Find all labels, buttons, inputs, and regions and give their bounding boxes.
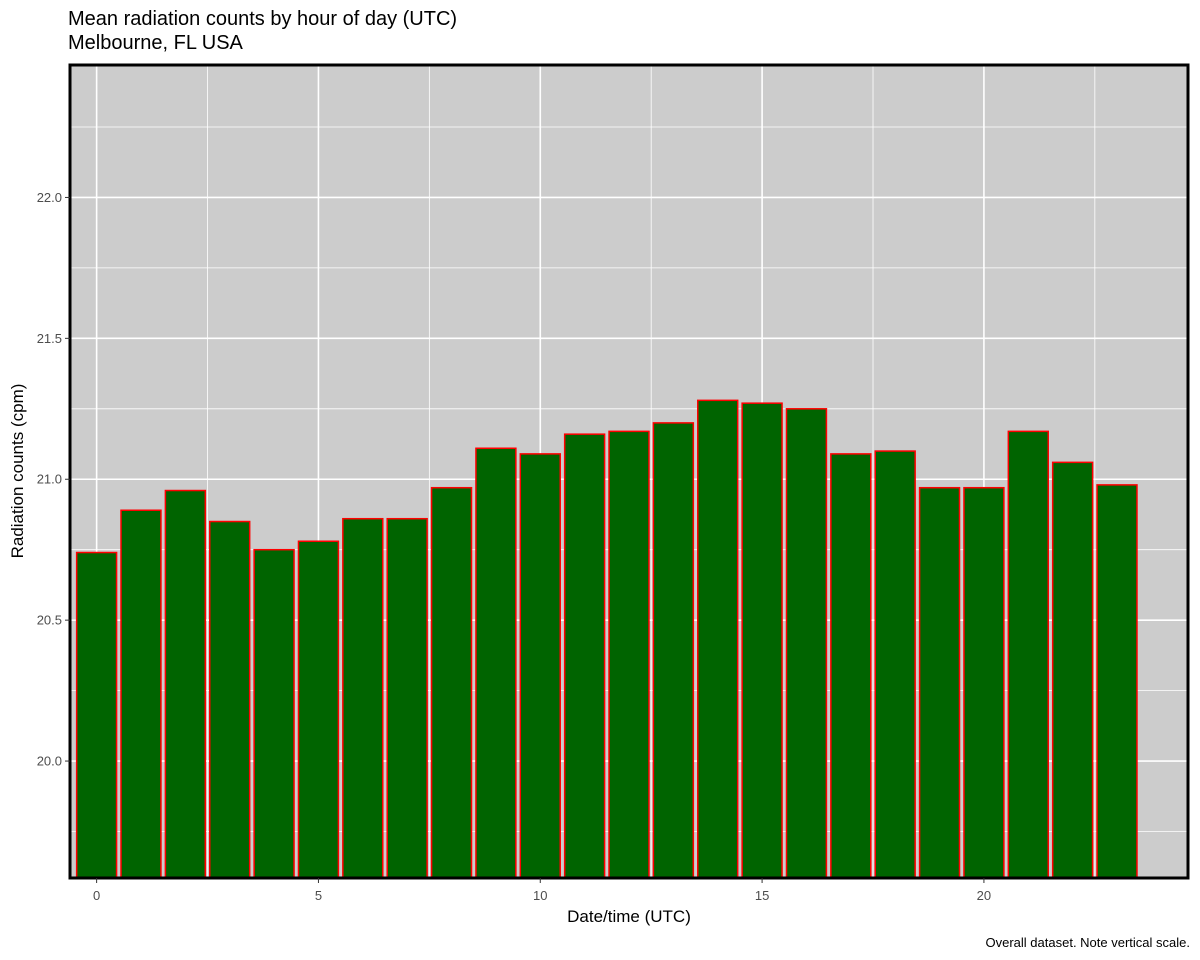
bar-hour-12 xyxy=(608,430,650,879)
bar-hour-3 xyxy=(209,520,251,879)
x-axis-ticks: 0 5 10 15 20 xyxy=(93,878,991,903)
chart-caption: Overall dataset. Note vertical scale. xyxy=(986,935,1190,950)
bar-hour-23 xyxy=(1096,484,1138,879)
bar-hour-21 xyxy=(1007,430,1049,879)
bar-hour-20 xyxy=(963,486,1005,879)
bar-hour-14 xyxy=(697,399,739,879)
bar-hour-13 xyxy=(652,422,695,879)
bar-hour-11 xyxy=(563,433,606,879)
y-axis-ticks: 20.0 20.5 21.0 21.5 22.0 xyxy=(37,190,70,769)
bar-hour-6 xyxy=(342,517,384,879)
bar-hour-22 xyxy=(1051,461,1094,879)
bar-hour-10 xyxy=(519,453,561,879)
y-tick-label: 20.0 xyxy=(37,754,62,769)
bar-hour-5 xyxy=(297,540,340,879)
x-tick-label: 5 xyxy=(315,888,322,903)
y-tick-label: 21.5 xyxy=(37,331,62,346)
x-tick-label: 15 xyxy=(755,888,769,903)
bar-hour-2 xyxy=(164,489,207,879)
x-tick-label: 20 xyxy=(977,888,991,903)
bar-hour-9 xyxy=(475,447,517,879)
bar-hour-4 xyxy=(253,548,295,879)
x-tick-label: 10 xyxy=(533,888,547,903)
x-tick-label: 0 xyxy=(93,888,100,903)
y-axis-title: Radiation counts (cpm) xyxy=(8,384,27,559)
bar-hour-18 xyxy=(874,450,916,879)
chart-subtitle: Melbourne, FL USA xyxy=(68,32,244,54)
bar-hour-8 xyxy=(430,486,473,879)
bar-hour-19 xyxy=(918,486,961,879)
bar-hour-7 xyxy=(386,517,428,879)
x-axis-title: Date/time (UTC) xyxy=(567,907,691,926)
bar-hour-16 xyxy=(785,408,828,879)
plot-border xyxy=(68,63,1190,880)
bar-hour-15 xyxy=(741,402,783,879)
y-tick-label: 22.0 xyxy=(37,190,62,205)
y-tick-label: 20.5 xyxy=(37,613,62,628)
chart-title: Mean radiation counts by hour of day (UT… xyxy=(68,8,457,30)
bar-hour-17 xyxy=(830,453,872,879)
y-tick-label: 21.0 xyxy=(37,472,62,487)
bar-hour-0 xyxy=(75,551,118,879)
bar-hour-1 xyxy=(120,509,162,879)
